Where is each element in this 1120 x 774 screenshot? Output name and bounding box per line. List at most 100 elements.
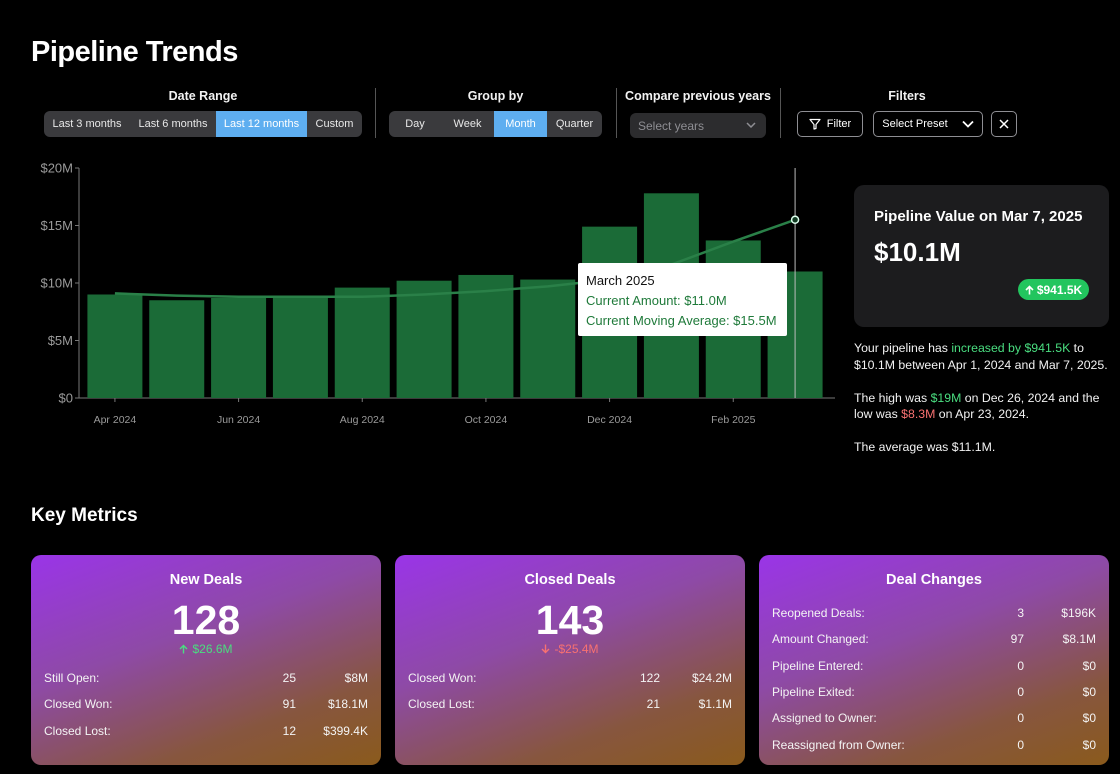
arrow-down-icon <box>541 644 550 654</box>
tooltip-title: March 2025 <box>586 273 655 288</box>
metric-title: New Deals <box>169 572 243 588</box>
row-label: Amount Changed: <box>772 632 869 647</box>
x-tick-label: Feb 2025 <box>711 414 756 426</box>
segment-option[interactable]: Last 3 months <box>52 118 122 130</box>
metric-row: Amount Changed: 97 $8.1M <box>772 632 1096 650</box>
segment-option[interactable]: Quarter <box>555 118 594 130</box>
row-count: 0 <box>1017 711 1024 726</box>
row-amount: $196K <box>1061 606 1096 620</box>
divider <box>780 88 781 138</box>
segmented-control: Last 3 months Last 6 months Last 12 months… <box>44 111 362 137</box>
highlight: increased by $941.5K <box>951 341 1071 355</box>
badge-text: $941.5K <box>1036 282 1083 297</box>
row-count: 91 <box>282 697 296 712</box>
metric-card: New Deals 128 $26.6M Still Open: 25 $8M Closed… <box>31 555 381 765</box>
row-label: Assigned to Owner: <box>772 711 877 726</box>
row-label: Closed Won: <box>408 671 477 685</box>
control-label: Date Range <box>168 89 238 103</box>
line <box>114 218 796 299</box>
change-text: $26.6M <box>192 642 233 656</box>
summary-text: Your pipeline has increased by $941.5K t… <box>854 340 1110 472</box>
summary-paragraph: The high was $19M on Dec 26, 2024 and th… <box>854 390 1110 423</box>
hover-point <box>790 215 800 224</box>
divider <box>616 88 617 138</box>
control-label: Compare previous years <box>625 89 771 103</box>
segment-option[interactable]: Custom <box>315 118 354 130</box>
clear-button[interactable] <box>991 111 1017 137</box>
metric-row: Closed Won: 91 $18.1M <box>44 697 368 715</box>
summary-paragraph: The average was $11.1M. <box>854 439 1110 456</box>
segment-option[interactable]: Last 12 months <box>216 111 307 137</box>
x-tick-label: Jun 2024 <box>217 414 260 426</box>
row-count: 0 <box>1017 737 1024 752</box>
row-count: 97 <box>1010 632 1024 647</box>
year-select[interactable]: Select years <box>630 113 766 138</box>
change-text: -$25.4M <box>554 642 599 656</box>
summary-card: Pipeline Value on Mar 7, 2025 $10.1M $94… <box>854 185 1109 327</box>
metric-row: Closed Lost: 21 $1.1M <box>408 697 732 715</box>
bar <box>520 279 576 398</box>
summary-paragraph: Your pipeline has increased by $941.5K t… <box>854 340 1110 373</box>
metric-row: Closed Lost: 12 $399.4K <box>44 724 368 742</box>
metric-row: Pipeline Exited: 0 $0 <box>772 685 1096 703</box>
bar <box>396 280 452 398</box>
x-tick-label: Dec 2024 <box>587 414 632 426</box>
bar <box>211 297 267 398</box>
text-segment: to $10.1M between Apr 1, 2024 and Mar 7,… <box>854 341 1108 372</box>
x-tick-label: Oct 2024 <box>465 414 508 426</box>
row-amount: $18.1M <box>327 697 368 712</box>
change-badge: $941.5K <box>1018 279 1089 300</box>
metric-row: Still Open: 25 $8M <box>44 671 368 689</box>
row-count: 0 <box>1017 684 1024 699</box>
row-amount: $1.1M <box>698 697 732 712</box>
segmented-control: Day Week Month Quarter <box>389 111 602 137</box>
filter-button[interactable]: Filter <box>797 111 863 137</box>
summary-value: $10.1M <box>874 237 961 267</box>
row-label: Closed Won: <box>44 697 113 712</box>
close-icon <box>999 119 1009 129</box>
y-tick-label: $10M <box>40 276 73 291</box>
row-label: Closed Lost: <box>44 723 111 738</box>
metric-row: Reassigned from Owner: 0 $0 <box>772 738 1096 756</box>
row-amount: $0 <box>1082 658 1096 673</box>
bar <box>87 294 143 398</box>
select-placeholder: Select years <box>638 118 705 133</box>
row-count: 25 <box>282 671 296 685</box>
x-tick-label: Apr 2024 <box>94 414 137 426</box>
text-segment: The average was $11.1M. <box>854 440 996 454</box>
row-count: 122 <box>639 671 660 685</box>
highlight: $19M <box>930 390 962 405</box>
highlight: $8.3M <box>901 407 936 421</box>
metric-row: Pipeline Entered: 0 $0 <box>772 659 1096 677</box>
y-tick-label: $5M <box>48 333 73 348</box>
metric-card: Closed Deals 143 -$25.4M Closed Won: 122 $24.… <box>395 555 745 765</box>
segment-option[interactable]: Day <box>405 118 425 130</box>
row-label: Still Open: <box>44 671 100 685</box>
text-segment: on Apr 23, 2024. <box>935 407 1030 421</box>
button-text: Filter <box>826 118 852 130</box>
text-segment: on Dec 26, 2024 and the low was <box>854 390 1100 422</box>
bar <box>458 274 514 398</box>
metric-value: 143 <box>535 597 605 643</box>
preset-select[interactable]: Select Preset <box>873 111 983 137</box>
segment-option[interactable]: Last 6 months <box>138 118 208 130</box>
row-label: Reopened Deals: <box>772 606 865 620</box>
row-label: Pipeline Exited: <box>772 684 855 699</box>
segment-option[interactable]: Week <box>453 118 482 130</box>
row-amount: $0 <box>1082 711 1096 726</box>
control-label: Group by <box>467 89 524 103</box>
row-amount: $0 <box>1082 684 1096 699</box>
row-amount: $24.2M <box>691 671 732 685</box>
row-amount: $8.1M <box>1062 632 1096 647</box>
row-count: 0 <box>1017 658 1024 673</box>
control-label: Filters <box>888 89 926 103</box>
button-text: Select Preset <box>882 118 948 130</box>
segment-option[interactable]: Month <box>494 111 547 137</box>
summary-title: Pipeline Value on Mar 7, 2025 <box>874 208 1083 225</box>
arrow-up-icon <box>1025 284 1034 294</box>
divider <box>375 88 376 138</box>
arrow-up-icon <box>179 644 188 654</box>
tooltip-line: Current Moving Average: $15.5M <box>586 313 777 328</box>
